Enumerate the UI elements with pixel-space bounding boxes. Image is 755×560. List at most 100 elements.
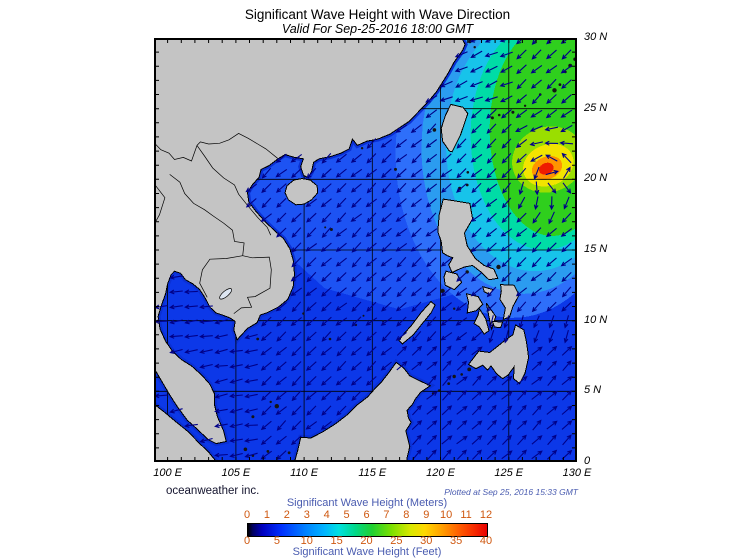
land-bohol	[491, 320, 504, 329]
islet	[329, 228, 333, 231]
land-mindoro	[443, 270, 463, 291]
islet	[447, 382, 451, 385]
feet-tick-15: 15	[330, 535, 343, 547]
feet-tick-40: 40	[479, 535, 493, 547]
islet	[360, 147, 364, 150]
land-panay	[465, 293, 484, 314]
islet	[465, 183, 469, 187]
credit-text: oceanweather inc.	[166, 485, 260, 497]
lat-label-30: 30 N	[584, 31, 608, 43]
islet	[473, 46, 476, 49]
islet	[452, 374, 456, 379]
meters-tick-5: 5	[343, 509, 350, 521]
page-title: Significant Wave Height with Wave Direct…	[244, 7, 511, 22]
islet	[552, 88, 557, 93]
meters-tick-4: 4	[323, 509, 330, 521]
islet	[324, 226, 327, 229]
islet	[269, 400, 272, 404]
islet	[558, 83, 562, 86]
feet-tick-5: 5	[273, 535, 280, 547]
lon-label-115: 115 E	[358, 467, 387, 479]
islet	[468, 39, 472, 44]
lon-label-110: 110 E	[290, 467, 319, 479]
lat-label-20: 20 N	[584, 172, 608, 185]
map-frame	[154, 38, 577, 462]
islet	[251, 415, 255, 419]
feet-tick-0: 0	[243, 535, 251, 547]
islet	[243, 447, 248, 452]
islet	[302, 312, 305, 315]
feet-tick-30: 30	[420, 535, 433, 547]
islet	[511, 110, 515, 114]
islet	[437, 389, 441, 392]
land-sumatra	[154, 403, 218, 462]
islet	[440, 288, 445, 294]
islet	[394, 167, 397, 171]
meters-tick-6: 6	[363, 509, 370, 521]
colorbar-title-feet: Significant Wave Height (Feet)	[292, 546, 442, 558]
lat-label-5: 5 N	[584, 384, 602, 397]
land-taiwan	[440, 103, 469, 153]
country-border-1	[154, 142, 198, 162]
islet	[266, 450, 270, 453]
meters-tick-2: 2	[283, 509, 290, 521]
meters-tick-11: 11	[460, 509, 472, 521]
islet	[453, 307, 456, 310]
islet	[274, 404, 279, 409]
meters-tick-10: 10	[440, 509, 453, 521]
wave-region-red-12m	[539, 162, 554, 175]
colorbar-gradient	[247, 523, 488, 537]
land-negros	[473, 307, 490, 335]
feet-tick-20: 20	[360, 535, 373, 547]
islet	[490, 116, 494, 120]
islet	[287, 451, 291, 455]
meters-tick-9: 9	[423, 509, 430, 521]
islet	[466, 171, 470, 174]
islet	[496, 264, 501, 270]
feet-tick-25: 25	[390, 535, 403, 547]
land-samar-leyte	[499, 284, 520, 321]
lat-label-10: 10 N	[584, 313, 608, 326]
islet	[460, 373, 464, 376]
country-border-3	[169, 174, 245, 256]
land-borneo	[293, 361, 432, 462]
meters-tick-8: 8	[403, 509, 410, 521]
meters-tick-12: 12	[479, 509, 493, 521]
lon-label-105: 105 E	[221, 467, 251, 479]
meters-tick-7: 7	[383, 509, 390, 521]
country-border-5	[199, 255, 243, 298]
islet	[523, 104, 527, 108]
meters-tick-0: 0	[243, 509, 251, 521]
map-canvas	[154, 38, 577, 462]
lat-label-25: 25 N	[584, 101, 608, 114]
islet	[497, 113, 501, 117]
country-border-6	[233, 255, 272, 314]
lake-tonle-sap	[219, 288, 233, 300]
islet	[432, 128, 437, 132]
meters-tick-3: 3	[303, 509, 310, 521]
lon-label-125: 125 E	[494, 467, 524, 479]
islet	[256, 337, 260, 341]
country-border-2	[196, 145, 272, 236]
wave-height-map	[154, 38, 577, 462]
country-border-0	[196, 132, 279, 160]
lat-label-0: 0	[584, 455, 591, 467]
islet	[362, 314, 365, 317]
lon-label-130: 130 E	[562, 467, 592, 479]
valid-time-subtitle: Valid For Sep-25-2016 18:00 GMT	[281, 22, 474, 36]
islet	[467, 367, 472, 372]
colorbar-title-meters: Significant Wave Height (Meters)	[286, 497, 448, 509]
land-mainland	[154, 38, 466, 445]
wave-direction-arrows	[154, 38, 574, 461]
lon-label-120: 120 E	[426, 467, 455, 479]
land-mindanao	[467, 324, 530, 385]
meters-tick-1: 1	[263, 509, 270, 521]
lat-label-15: 15 N	[584, 243, 608, 255]
land-hainan	[284, 178, 319, 206]
feet-tick-35: 35	[450, 535, 463, 547]
land-luzon	[437, 198, 499, 281]
feet-tick-10: 10	[300, 535, 313, 547]
islet	[328, 337, 332, 341]
country-border-4	[154, 183, 166, 225]
